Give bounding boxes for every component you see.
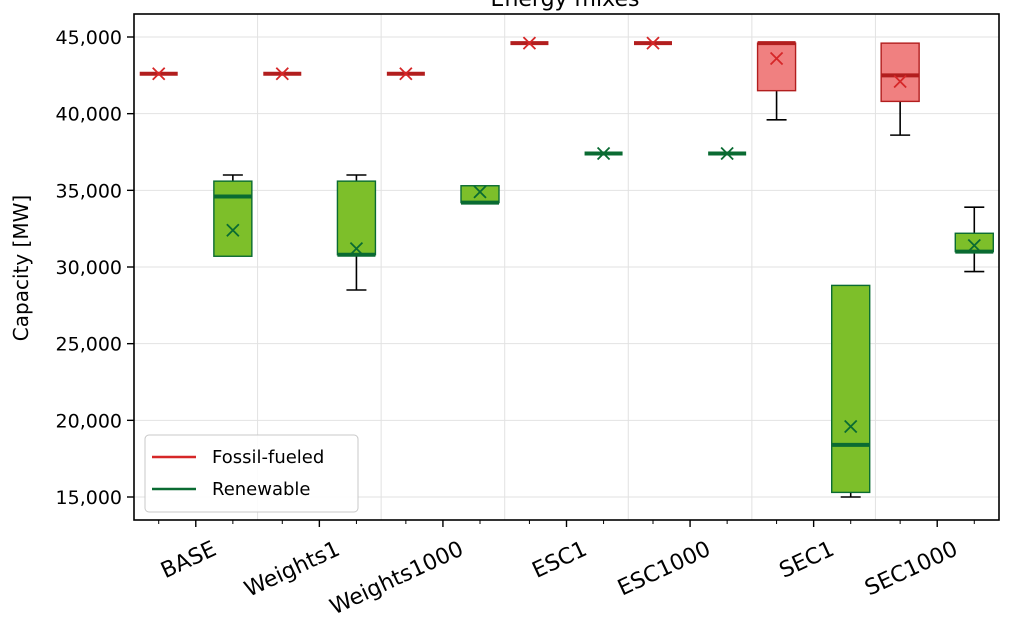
y-tick-label: 45,000 — [56, 27, 122, 49]
mean-marker — [967, 238, 981, 253]
x-tick-label: Weights1 — [241, 537, 344, 603]
box — [831, 284, 871, 494]
x-tick-label: BASE — [157, 537, 220, 584]
mean-marker — [769, 51, 784, 66]
x-tick-label: SEC1000 — [861, 537, 961, 602]
y-tick-label: 15,000 — [56, 487, 122, 509]
legend: Fossil-fueled Renewable — [144, 434, 359, 513]
y-tick-label: 20,000 — [56, 410, 122, 432]
mean-marker — [522, 36, 537, 50]
mean-marker — [646, 36, 660, 50]
mean-marker — [720, 146, 734, 161]
x-tick-label: SEC1 — [776, 537, 838, 584]
box — [880, 42, 920, 103]
mean-marker — [844, 419, 858, 434]
mean-marker — [399, 67, 413, 81]
mean-marker — [893, 74, 907, 89]
mean-marker — [152, 67, 166, 81]
legend-label: Fossil-fueled — [212, 447, 324, 468]
box — [954, 232, 994, 253]
mean-marker — [226, 223, 240, 237]
mean-marker — [473, 185, 487, 199]
y-tick-label: 35,000 — [56, 180, 122, 202]
box — [756, 42, 797, 92]
mean-marker — [596, 146, 611, 161]
box — [213, 180, 253, 257]
box — [336, 180, 377, 256]
mean-marker — [275, 67, 289, 81]
x-tick-label: ESC1 — [529, 537, 591, 584]
legend-label: Renewable — [212, 479, 311, 500]
legend-box — [144, 434, 359, 513]
box — [460, 185, 500, 204]
x-tick-label: ESC1000 — [614, 537, 714, 602]
y-tick-label: 25,000 — [56, 334, 122, 356]
y-tick-label: 30,000 — [56, 257, 122, 279]
y-tick-label: 40,000 — [56, 104, 122, 126]
chart-title: Energy mixes — [491, 0, 640, 12]
x-tick-label: Weights1000 — [326, 537, 467, 621]
mean-marker — [349, 241, 364, 256]
y-axis-label: Capacity [MW] — [9, 195, 33, 341]
plot-area — [134, 14, 999, 520]
